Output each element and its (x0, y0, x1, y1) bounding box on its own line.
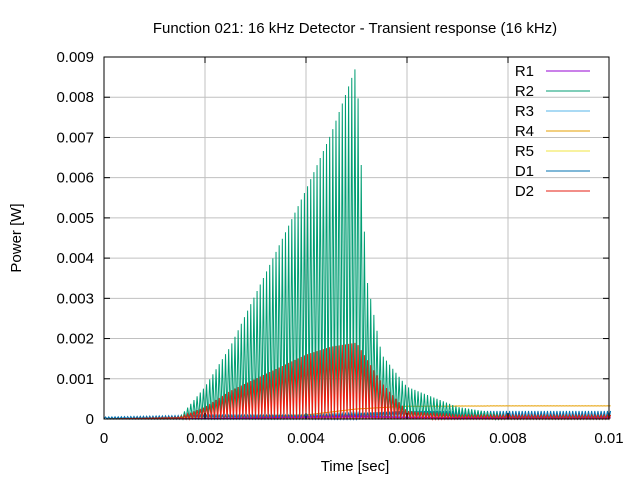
x-axis-title: Time [sec] (321, 458, 390, 475)
x-tick-label: 0 (100, 430, 108, 447)
chart-title: Function 021: 16 kHz Detector - Transien… (153, 20, 557, 37)
legend-label-r4: R4 (515, 123, 534, 140)
series-layer (103, 69, 612, 421)
y-tick-label: 0.005 (56, 210, 94, 227)
x-tick-label: 0.002 (186, 430, 224, 447)
legend-label-d2: D2 (515, 183, 534, 200)
legend-label-d1: D1 (515, 163, 534, 180)
y-axis-title: Power [W] (8, 203, 25, 272)
y-tick-label: 0.006 (56, 170, 94, 187)
x-tick-label: 0.004 (287, 430, 325, 447)
x-tick-label: 0.008 (489, 430, 527, 447)
y-tick-label: 0.008 (56, 89, 94, 106)
x-tick-label: 0.01 (594, 430, 623, 447)
y-tick-label: 0.004 (56, 250, 94, 267)
plot-frame (103, 56, 610, 420)
legend-label-r3: R3 (515, 103, 534, 120)
axis-ticks: 0 0.002 0.004 0.006 0.008 0.01 0 0.001 0.002 0.00… (56, 49, 623, 447)
y-tick-label: 0.009 (56, 49, 94, 66)
legend-label-r5: R5 (515, 143, 534, 160)
y-tick-label: 0 (86, 411, 94, 428)
x-tick-label: 0.006 (388, 430, 426, 447)
y-tick-label: 0.007 (56, 129, 94, 146)
legend-label-r2: R2 (515, 83, 534, 100)
legend: R1 R2 R3 R4 R5 D1 D2 (515, 63, 590, 200)
legend-label-r1: R1 (515, 63, 534, 80)
y-tick-label: 0.003 (56, 290, 94, 307)
y-tick-label: 0.001 (56, 371, 94, 388)
series-line-d2 (103, 342, 612, 421)
y-tick-label: 0.002 (56, 331, 94, 348)
